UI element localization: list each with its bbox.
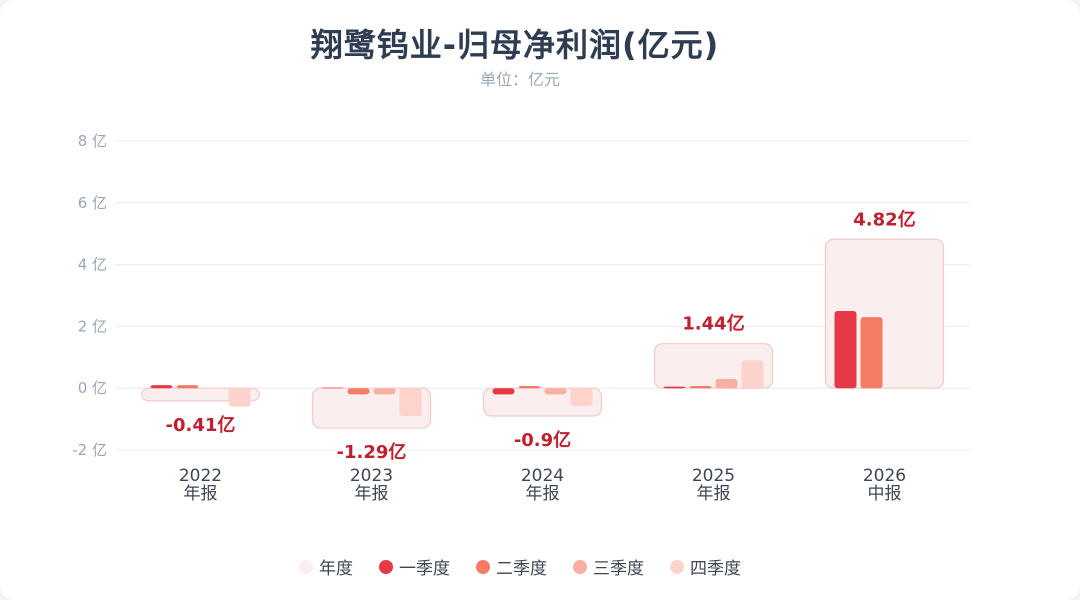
legend-item[interactable]: 三季度	[573, 554, 644, 579]
legend-label: 二季度	[496, 559, 547, 579]
quarter-bar	[150, 385, 173, 389]
legend-swatch	[299, 559, 313, 574]
legend-swatch	[476, 559, 490, 574]
y-tick-label: 8 亿	[78, 132, 107, 150]
legend-item[interactable]: 一季度	[379, 554, 450, 579]
total-value-label: -0.41亿	[166, 414, 236, 436]
quarter-bar	[570, 388, 593, 406]
y-tick-label: 0 亿	[78, 379, 107, 397]
x-tick-year: 2025	[692, 466, 735, 486]
chart-subtitle: 单位：亿元	[479, 70, 560, 89]
y-tick-label: 6 亿	[78, 194, 107, 212]
legend-label: 年度	[319, 559, 353, 579]
y-tick-label: 2 亿	[78, 317, 107, 335]
legend-item[interactable]: 四季度	[670, 554, 741, 579]
legend-label: 三季度	[593, 559, 644, 579]
legend-swatch	[670, 559, 684, 574]
quarter-bar	[860, 317, 883, 389]
quarter-bar	[741, 360, 764, 389]
x-tick-year: 2024	[521, 466, 564, 486]
total-value-label: 4.82亿	[853, 208, 915, 230]
legend-label: 四季度	[690, 559, 741, 579]
legend-swatch	[379, 559, 393, 574]
quarter-bar	[347, 388, 370, 395]
chart-title: 翔鹭钨业-归母净利润(亿元)	[310, 26, 720, 64]
total-value-label: -0.9亿	[514, 429, 571, 451]
y-tick-label: -2 亿	[72, 441, 107, 459]
quarter-bar	[663, 386, 686, 389]
quarter-bar	[373, 388, 396, 395]
legend-label: 一季度	[399, 559, 450, 579]
quarter-bar	[492, 388, 515, 395]
quarter-bar	[689, 386, 712, 389]
x-tick-year: 2022	[179, 466, 222, 486]
total-value-label: 1.44亿	[682, 313, 744, 335]
legend-item[interactable]: 二季度	[476, 554, 547, 579]
legend-swatch	[573, 559, 587, 574]
chart-legend: 年度 一季度 二季度 三季度 四季度	[0, 554, 1040, 579]
quarter-bar	[228, 388, 251, 407]
x-tick-period: 中报	[868, 484, 902, 504]
quarter-bar	[715, 378, 738, 389]
quarter-bar	[399, 388, 422, 417]
x-tick-period: 年报	[184, 484, 218, 504]
x-tick-period: 年报	[355, 484, 389, 504]
y-tick-label: 4 亿	[78, 256, 107, 274]
x-tick-year: 2023	[350, 466, 393, 486]
quarter-bar	[834, 310, 857, 389]
quarter-bar	[321, 387, 344, 389]
quarter-bar	[544, 388, 567, 395]
quarter-bar	[176, 385, 199, 389]
total-value-label: -1.29亿	[337, 441, 407, 463]
x-tick-year: 2026	[863, 466, 906, 486]
x-tick-period: 年报	[526, 484, 560, 504]
x-tick-period: 年报	[697, 484, 731, 504]
legend-item[interactable]: 年度	[299, 554, 353, 579]
quarter-bar	[518, 386, 541, 389]
